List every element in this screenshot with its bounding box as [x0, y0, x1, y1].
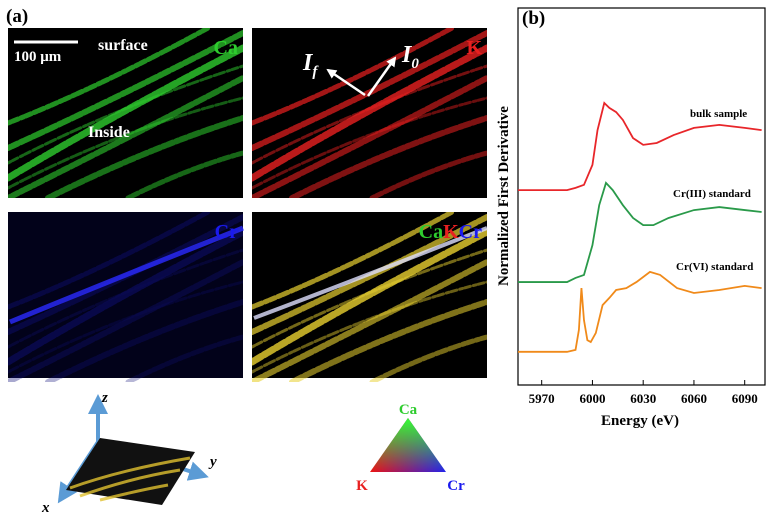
series-line [518, 270, 762, 353]
color-triangle: Ca K Cr [356, 402, 465, 494]
inside-label: Inside [88, 124, 130, 141]
series-line [518, 181, 762, 283]
y-label: y [208, 454, 217, 470]
x-axis-title: Energy (eV) [601, 413, 679, 429]
ca-map-label: Ca [214, 37, 238, 59]
if-label: If [302, 50, 319, 80]
cr-edge [9, 225, 244, 325]
i0-label: I0 [401, 42, 419, 72]
plot-frame [517, 7, 766, 386]
x-label: x [41, 500, 50, 516]
series-line [518, 101, 762, 191]
arrow [366, 56, 397, 97]
panel-label: (b) [522, 8, 545, 29]
x-tick-label: 6090 [732, 391, 758, 406]
cr-map-label: Cr [215, 221, 238, 243]
symbol: I [401, 42, 413, 68]
series-label: bulk sample [690, 108, 747, 120]
geometry-sketch: z y x [41, 390, 217, 516]
cr: Cr [459, 221, 482, 243]
series-label: Cr(VI) standard [676, 261, 753, 273]
y-axis-title: Normalized First Derivative [496, 106, 512, 286]
x-tick-label: 5970 [529, 391, 555, 406]
k-map-label: K [466, 37, 482, 59]
symbol: I [302, 50, 314, 76]
scale-bar-label: 100 μm [14, 49, 62, 65]
triangle-left: K [356, 478, 368, 494]
series-label: Cr(III) standard [673, 188, 751, 200]
z-label: z [101, 390, 108, 406]
triangle-green [370, 418, 446, 472]
k: K [443, 221, 459, 243]
ca: Ca [419, 221, 443, 243]
x-tick-label: 6060 [681, 391, 707, 406]
panel-label: (a) [6, 6, 28, 27]
subscript: 0 [411, 56, 419, 72]
x-tick-label: 6000 [579, 391, 605, 406]
triangle-top: Ca [399, 402, 418, 418]
composite-label: CaKCr [419, 221, 482, 243]
triangle-right: Cr [447, 478, 465, 494]
composite-edge [253, 226, 488, 320]
subscript: f [312, 64, 319, 80]
plane-texture [69, 456, 191, 502]
arrow [326, 68, 366, 97]
x-tick-label: 6030 [630, 391, 656, 406]
surface-label: surface [98, 37, 148, 54]
